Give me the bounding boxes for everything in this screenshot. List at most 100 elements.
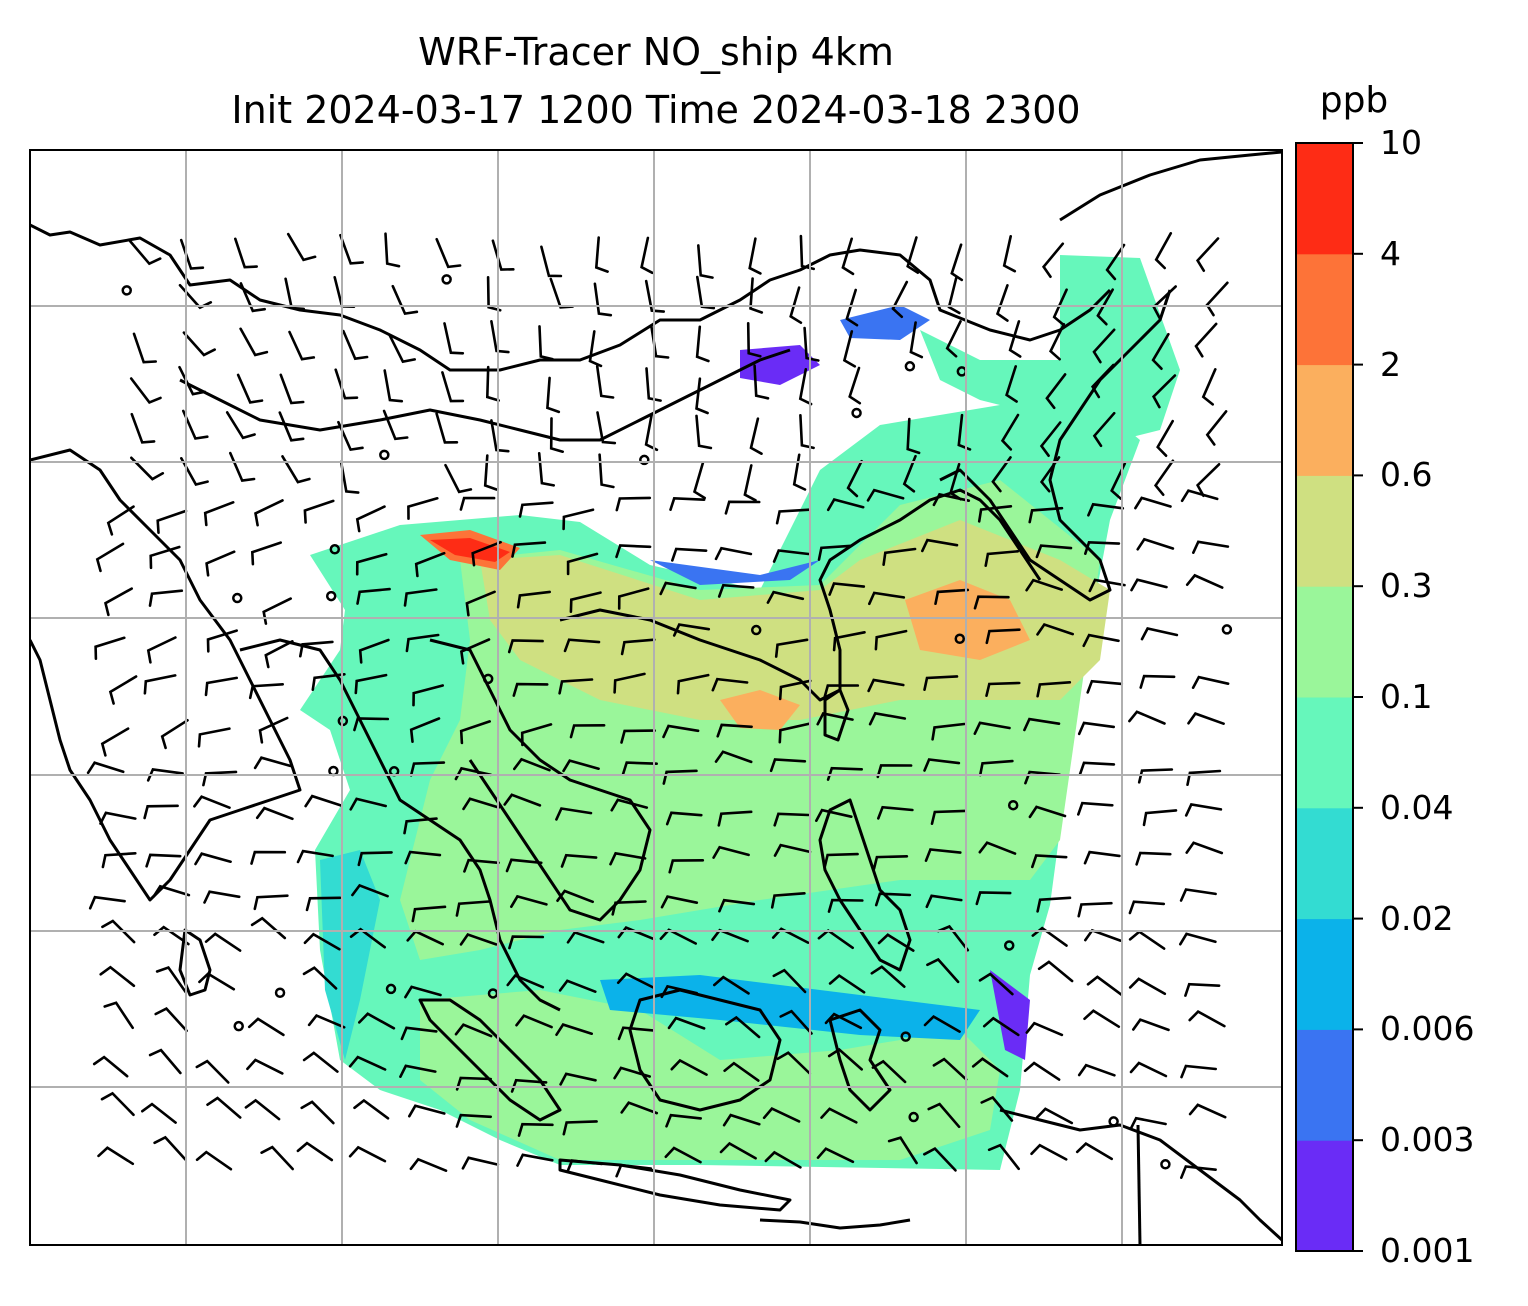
wind-barb — [391, 284, 419, 316]
wind-barb — [923, 1146, 957, 1172]
coastline-south-china — [559, 488, 1042, 702]
wind-barb — [160, 719, 189, 750]
wind-barb — [193, 795, 231, 809]
wind-barb — [351, 883, 389, 898]
wind-barb — [1025, 578, 1063, 592]
wind-barb — [617, 587, 650, 610]
wind-barb — [743, 464, 757, 502]
wind-barb — [264, 640, 294, 669]
wind-barb — [904, 361, 916, 372]
wind-barb — [640, 236, 654, 275]
wind-barb — [507, 639, 544, 654]
wind-barb — [455, 900, 491, 917]
wind-barb — [921, 538, 959, 553]
wind-barb — [253, 756, 292, 770]
wind-barb — [719, 1141, 757, 1160]
wind-barb — [414, 551, 446, 578]
wind-barb — [692, 461, 706, 500]
wind-barb — [204, 676, 238, 697]
wind-barb — [232, 592, 243, 604]
wind-barb — [239, 282, 266, 313]
wind-barb — [1134, 496, 1172, 510]
wind-barb — [1075, 1141, 1113, 1161]
colorbar-segment — [1296, 1140, 1353, 1252]
wind-barb — [1031, 854, 1068, 869]
wind-barb — [1077, 1063, 1116, 1077]
wind-barb — [792, 453, 807, 491]
coastline-korea-japan — [939, 289, 1172, 602]
colorbar-segment — [1296, 918, 1353, 1030]
wind-barb — [1077, 801, 1114, 816]
wind-barb — [1187, 712, 1225, 725]
wind-barb — [569, 724, 606, 739]
wind-barb — [566, 930, 605, 944]
wind-barb — [1179, 888, 1217, 902]
wind-barb — [774, 638, 809, 658]
wind-barb — [155, 965, 187, 994]
wind-barb — [562, 1120, 598, 1136]
wind-barb — [714, 750, 753, 764]
wind-barb — [518, 501, 554, 518]
wind-barb — [695, 414, 713, 450]
wind-barb — [1086, 975, 1123, 997]
wind-barb — [711, 677, 749, 692]
wind-barb — [409, 717, 441, 743]
wind-barb — [874, 629, 908, 651]
wind-barb — [516, 1153, 554, 1167]
wind-barb — [891, 280, 909, 319]
wind-barb — [923, 675, 959, 691]
wind-barb — [354, 673, 388, 695]
wind-barb — [1128, 977, 1167, 996]
wind-barb — [1142, 809, 1178, 827]
wind-barb — [773, 812, 810, 827]
wind-barb — [461, 1156, 500, 1170]
tracer-fill-band-south — [600, 975, 980, 1040]
wind-barb — [772, 968, 807, 994]
wind-barb — [143, 804, 179, 820]
wind-barb — [639, 454, 650, 466]
wind-barb — [1096, 288, 1114, 326]
wind-barb — [154, 1006, 188, 1033]
wind-barb — [143, 674, 177, 695]
wind-barb — [253, 894, 289, 911]
wind-barb — [459, 720, 491, 745]
wind-barb — [459, 496, 496, 511]
wind-barb — [1082, 633, 1120, 648]
colorbar-segment — [1296, 143, 1353, 255]
wind-barb — [384, 232, 401, 268]
wind-barb — [713, 975, 750, 995]
wind-barb — [828, 582, 866, 596]
wind-barb — [490, 419, 510, 453]
wind-barb — [1205, 281, 1229, 317]
wind-barb — [300, 1100, 335, 1125]
wind-barb — [1039, 456, 1061, 493]
colorbar-segment — [1296, 586, 1353, 698]
wind-barb — [537, 452, 555, 487]
wind-barb — [877, 933, 915, 952]
wind-barb — [569, 591, 602, 613]
wind-barb — [152, 884, 191, 898]
wind-barb — [471, 540, 502, 567]
wind-barb — [772, 549, 810, 563]
wind-barb — [182, 331, 216, 357]
wind-barb — [505, 858, 543, 873]
wind-barb — [441, 274, 452, 285]
wind-barb — [927, 1102, 961, 1129]
wind-barb — [130, 412, 156, 444]
map-frame — [29, 149, 1283, 1246]
wind-barb — [874, 892, 912, 907]
wind-barb — [1108, 1116, 1119, 1127]
wind-barb — [302, 966, 338, 990]
wind-barb — [1035, 1107, 1074, 1125]
wind-barb — [1028, 506, 1064, 524]
wind-barb — [723, 1061, 760, 1082]
colorbar-tick-label: 0.02 — [1380, 898, 1454, 938]
wind-barb — [722, 1113, 761, 1127]
wind-barb — [250, 541, 282, 566]
wind-barb — [776, 1051, 812, 1075]
wind-barb — [615, 544, 652, 559]
wind-barb — [1151, 374, 1177, 409]
colorbar-tick-label: 10 — [1380, 123, 1422, 162]
wind-barb — [1191, 675, 1230, 689]
